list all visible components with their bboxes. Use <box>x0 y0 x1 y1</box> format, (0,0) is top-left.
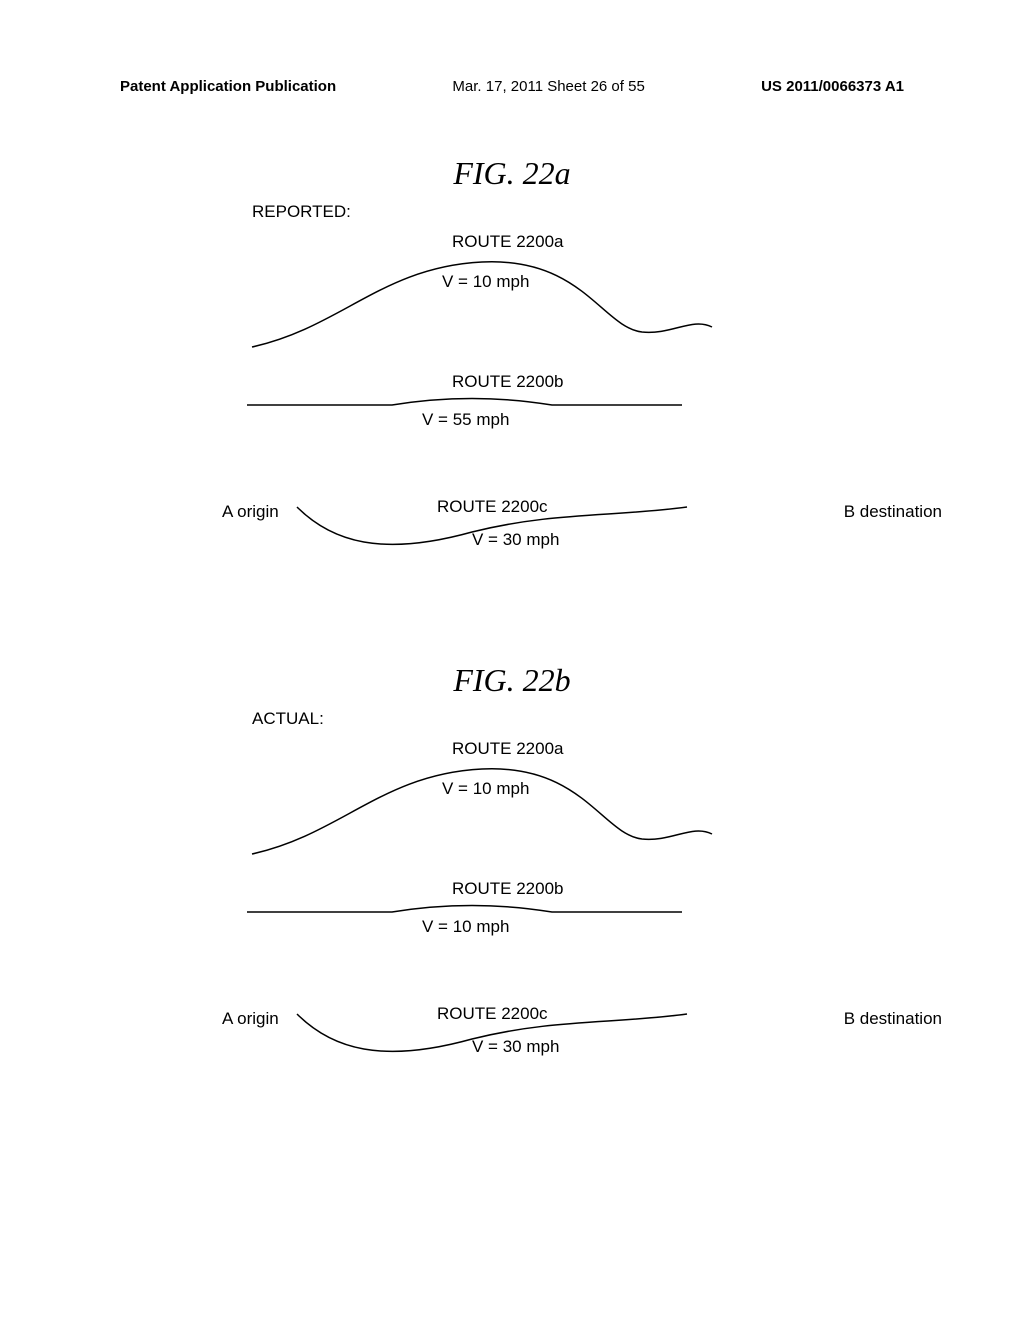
fig22b-origin: A origin <box>222 1009 279 1029</box>
route2200a-b-speed: V = 10 mph <box>442 779 529 799</box>
route2200a-path <box>242 247 722 357</box>
route2200b-speed: V = 55 mph <box>422 410 509 430</box>
fig22b-block: ACTUAL: ROUTE 2200a V = 10 mph ROUTE 220… <box>162 709 862 1129</box>
fig22b-dest: B destination <box>844 1009 942 1029</box>
fig22a-label: REPORTED: <box>252 202 351 222</box>
header-right: US 2011/0066373 A1 <box>761 78 904 95</box>
route2200a-speed: V = 10 mph <box>442 272 529 292</box>
page-header: Patent Application Publication Mar. 17, … <box>0 0 1024 95</box>
fig22a-origin: A origin <box>222 502 279 522</box>
fig22a-dest: B destination <box>844 502 942 522</box>
fig22b-title: FIG. 22b <box>0 662 1024 699</box>
route2200c-speed: V = 30 mph <box>472 530 559 550</box>
fig22a-title: FIG. 22a <box>0 155 1024 192</box>
header-center: Mar. 17, 2011 Sheet 26 of 55 <box>452 78 644 95</box>
fig22b-label: ACTUAL: <box>252 709 324 729</box>
route2200c-b-speed: V = 30 mph <box>472 1037 559 1057</box>
route2200a-b-path <box>242 754 722 864</box>
route2200b-b-speed: V = 10 mph <box>422 917 509 937</box>
header-left: Patent Application Publication <box>120 78 336 95</box>
fig22a-block: REPORTED: ROUTE 2200a V = 10 mph ROUTE 2… <box>162 202 862 622</box>
